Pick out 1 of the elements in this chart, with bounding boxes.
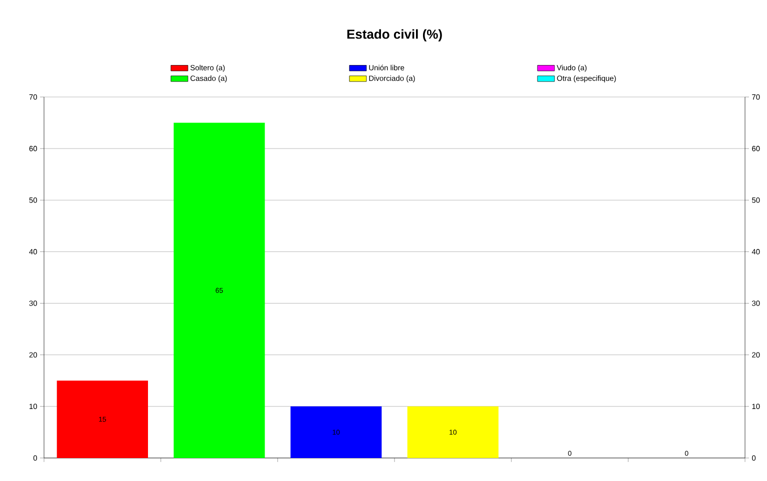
chart-title: Estado civil (%) (347, 29, 442, 42)
